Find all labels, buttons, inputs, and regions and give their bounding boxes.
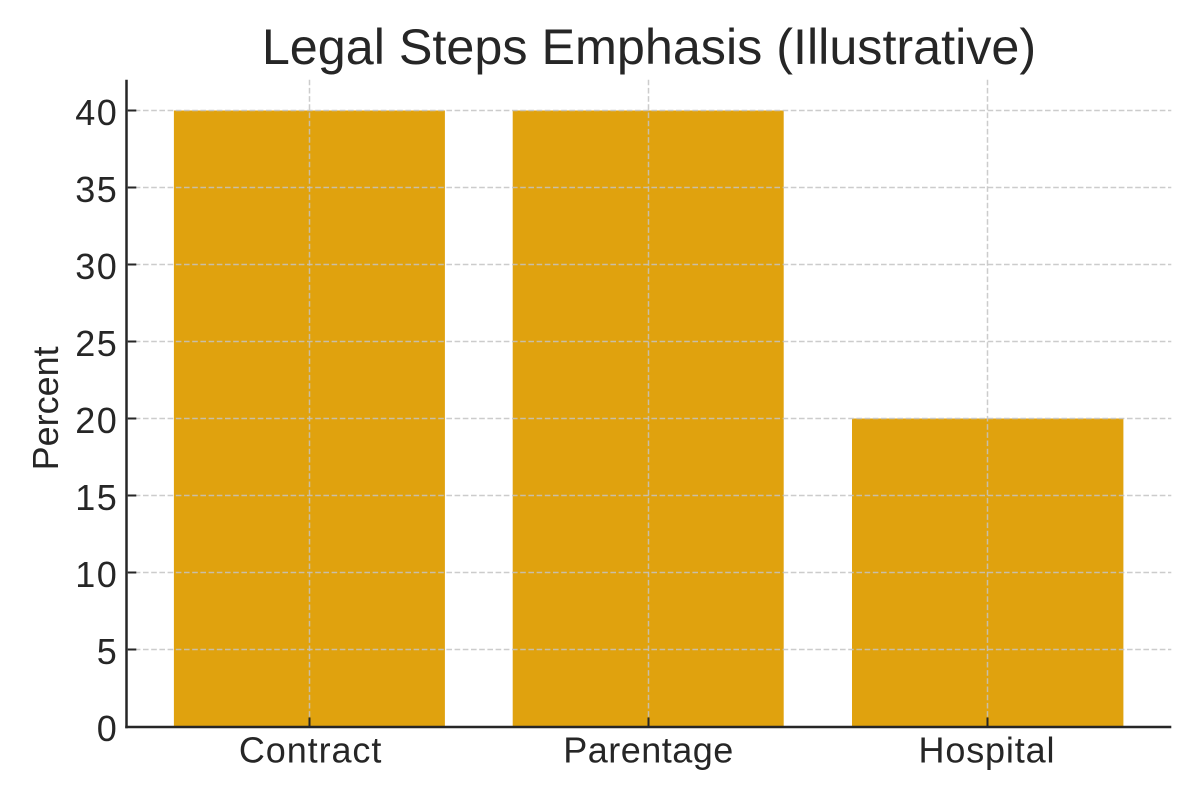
svg-text:Contract: Contract: [239, 730, 382, 771]
svg-text:Hospital: Hospital: [919, 730, 1055, 771]
svg-text:10: 10: [75, 554, 117, 595]
svg-text:Percent: Percent: [25, 346, 66, 470]
svg-text:15: 15: [75, 477, 117, 518]
svg-text:35: 35: [75, 169, 117, 210]
svg-text:Legal Steps Emphasis (Illustra: Legal Steps Emphasis (Illustrative): [262, 18, 1036, 75]
svg-text:40: 40: [75, 92, 117, 133]
svg-text:20: 20: [75, 400, 117, 441]
svg-text:0: 0: [97, 708, 117, 749]
svg-text:30: 30: [75, 246, 117, 287]
svg-text:5: 5: [97, 631, 117, 672]
svg-text:Parentage: Parentage: [563, 730, 733, 771]
svg-text:25: 25: [75, 323, 117, 364]
